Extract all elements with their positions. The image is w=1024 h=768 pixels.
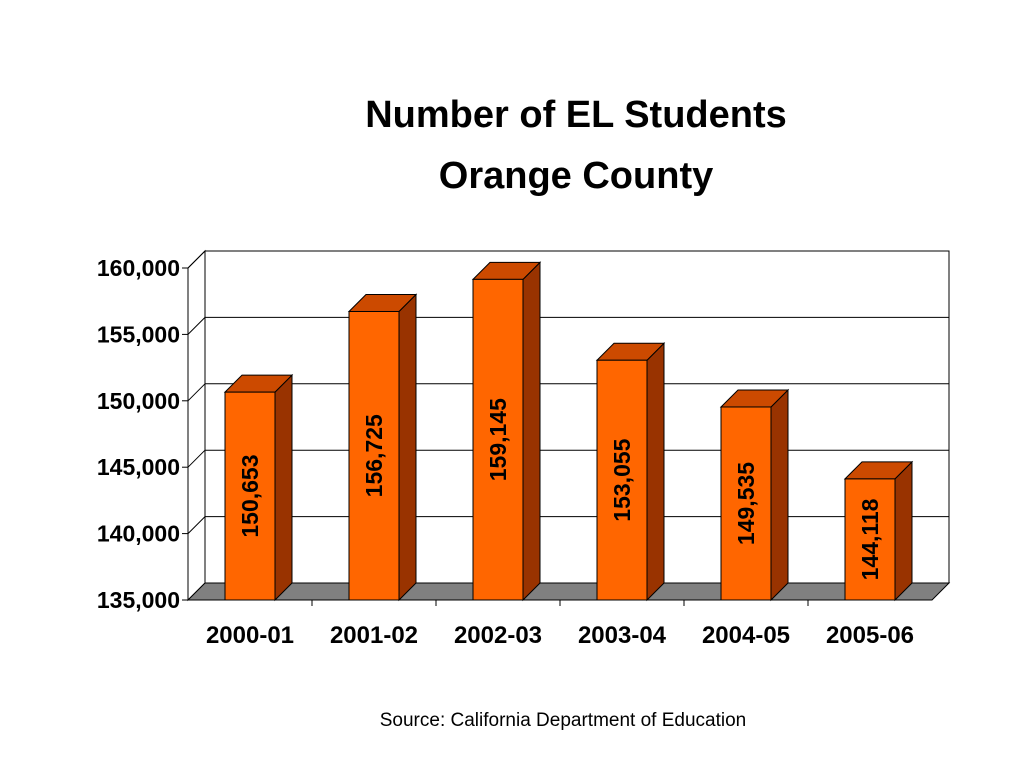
x-tick-label: 2002-03 — [454, 622, 542, 649]
bar-side — [646, 342, 665, 602]
bar — [720, 406, 772, 601]
bar-data-label: 149,535 — [733, 462, 759, 545]
plot-side-wall — [187, 249, 206, 602]
gridline-diagonal — [187, 250, 206, 269]
bar-side — [274, 373, 293, 602]
x-tick-label: 2004-05 — [702, 622, 790, 649]
chart-title: Number of EL Students — [365, 94, 787, 136]
plot-back-wall — [204, 250, 950, 584]
chart-subtitle: Orange County — [439, 155, 713, 197]
bar-side — [398, 293, 417, 602]
bar-data-label: 156,725 — [361, 414, 387, 497]
y-tick-label: 145,000 — [97, 454, 180, 480]
x-tick-label: 2005-06 — [826, 622, 914, 649]
bar — [596, 359, 648, 601]
bar — [472, 278, 524, 601]
bar — [844, 478, 896, 601]
bar — [348, 310, 400, 601]
x-tick-label: 2003-04 — [578, 622, 667, 649]
bar-side — [770, 388, 789, 602]
x-tick-label: 2001-02 — [330, 622, 418, 649]
bar-data-label: 153,055 — [609, 438, 635, 521]
bar-data-label: 150,653 — [237, 454, 263, 537]
gridline-diagonal — [187, 317, 206, 335]
bar — [224, 391, 276, 601]
y-tick-label: 135,000 — [97, 587, 180, 613]
gridline-diagonal — [187, 516, 206, 534]
plot-area: 135,000 140,000 145,000 150,000 155,000 160,0… — [97, 249, 951, 649]
y-tick-label: 160,000 — [97, 255, 180, 281]
y-tick-label: 150,000 — [97, 388, 180, 414]
source-note: Source: California Department of Educati… — [380, 710, 746, 731]
bar-data-label: 144,118 — [857, 498, 883, 580]
bar-data-label: 159,145 — [485, 398, 511, 481]
bar-side — [894, 460, 913, 602]
gridline-diagonal — [187, 449, 206, 468]
y-tick-label: 155,000 — [97, 321, 180, 347]
y-tick-label: 140,000 — [97, 521, 180, 547]
plot-floor — [186, 582, 951, 601]
gridline-diagonal — [187, 383, 206, 402]
bar-side — [522, 261, 541, 602]
x-tick-label: 2000-01 — [206, 622, 294, 649]
